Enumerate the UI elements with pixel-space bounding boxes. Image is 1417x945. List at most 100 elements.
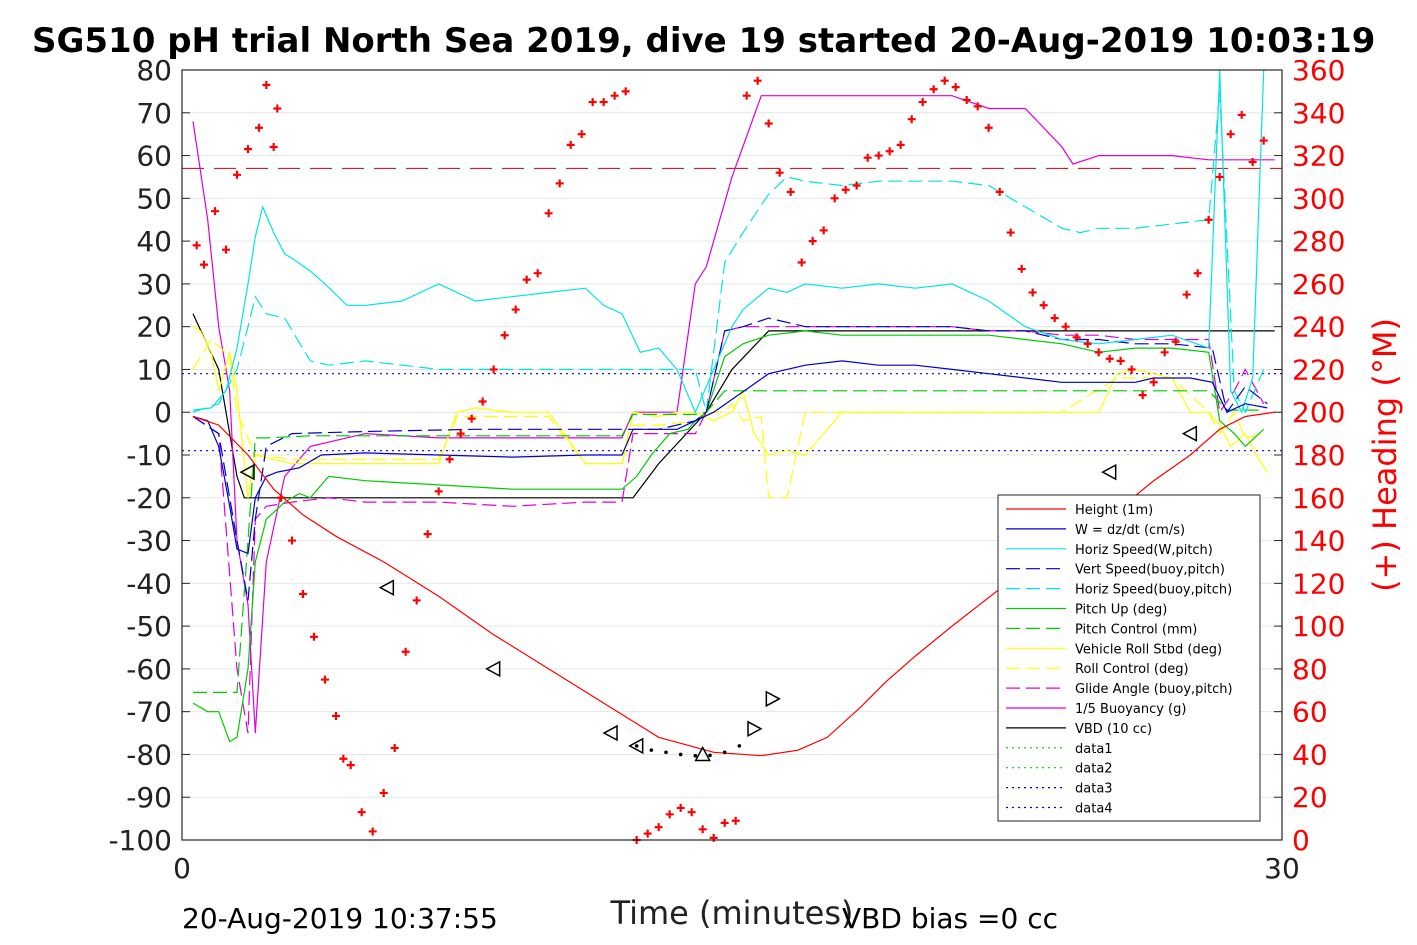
turn-markers bbox=[239, 425, 1198, 762]
legend-label: 1/5 Buoyancy (g) bbox=[1075, 702, 1186, 717]
heading-point bbox=[1160, 348, 1169, 357]
y-tick-label-left: 80 bbox=[136, 54, 172, 87]
legend-label: data4 bbox=[1075, 802, 1113, 817]
heading-point bbox=[1215, 172, 1224, 181]
heading-point bbox=[764, 119, 773, 128]
y-tick-label-left: -30 bbox=[126, 525, 172, 558]
heading-point bbox=[192, 241, 201, 250]
legend-label: Height (1m) bbox=[1075, 503, 1153, 518]
heading-point bbox=[211, 207, 219, 216]
y-tick-label-right: 360 bbox=[1292, 54, 1345, 87]
heading-point bbox=[1193, 269, 1202, 278]
y-tick-label-left: 70 bbox=[136, 97, 172, 130]
apogee-dot bbox=[722, 750, 727, 755]
heading-point bbox=[1050, 314, 1059, 323]
heading-point bbox=[995, 187, 1004, 196]
heading-point bbox=[566, 140, 575, 149]
heading-point bbox=[1248, 157, 1257, 166]
heading-point bbox=[1083, 339, 1092, 348]
y-tick-label-right: 280 bbox=[1292, 225, 1345, 258]
apogee-dot bbox=[678, 752, 683, 757]
y-tick-label-right: 240 bbox=[1292, 311, 1345, 344]
turn-marker bbox=[485, 660, 501, 678]
y-tick-label-left: -90 bbox=[126, 781, 172, 814]
y-tick-label-right: 300 bbox=[1292, 182, 1345, 215]
apogee-dot bbox=[649, 748, 654, 752]
y-tick-label-left: -40 bbox=[126, 567, 172, 600]
heading-point bbox=[288, 536, 296, 545]
heading-point bbox=[1237, 110, 1246, 119]
y-tick-label-right: 260 bbox=[1292, 268, 1345, 301]
y-axis-right-label: (+) Heading (°M) bbox=[1366, 318, 1404, 592]
y-tick-label-left: -10 bbox=[126, 439, 172, 472]
turn-marker bbox=[239, 463, 255, 481]
series-line-horiz-speed-w-pitch bbox=[192, 69, 1265, 414]
turn-marker bbox=[1181, 425, 1198, 442]
heading-point bbox=[423, 530, 432, 539]
heading-point bbox=[1138, 391, 1147, 400]
y-tick-label-left: -20 bbox=[126, 482, 172, 515]
heading-point bbox=[1072, 333, 1081, 342]
chart-title: SG510 pH trial North Sea 2019, dive 19 s… bbox=[32, 21, 1375, 61]
heading-point bbox=[786, 187, 795, 196]
heading-point bbox=[885, 147, 894, 156]
series-line-roll-control-deg bbox=[192, 338, 1264, 499]
legend-label: W = dz/dt (cm/s) bbox=[1075, 523, 1185, 538]
turn-marker bbox=[628, 737, 644, 755]
y-tick-label-right: 160 bbox=[1292, 482, 1345, 515]
legend-label: Roll Control (deg) bbox=[1075, 662, 1189, 677]
heading-point bbox=[1061, 322, 1070, 331]
y-tick-label-right: 80 bbox=[1292, 653, 1328, 686]
y-tick-label-left: -100 bbox=[108, 824, 172, 857]
heading-point bbox=[222, 245, 230, 254]
heading-point bbox=[830, 194, 839, 203]
heading-point bbox=[401, 647, 410, 656]
heading-point bbox=[1127, 365, 1136, 374]
heading-point bbox=[357, 808, 366, 817]
heading-point bbox=[390, 744, 399, 753]
y-tick-label-right: 0 bbox=[1292, 824, 1310, 857]
heading-point bbox=[896, 140, 905, 149]
heading-point bbox=[918, 98, 927, 107]
apogee-dot bbox=[664, 750, 668, 755]
heading-point bbox=[962, 95, 971, 104]
y-tick-label-left: 20 bbox=[136, 311, 172, 344]
heading-point bbox=[577, 130, 586, 139]
heading-point bbox=[299, 590, 307, 599]
heading-point bbox=[929, 85, 938, 94]
y-tick-label-left: -60 bbox=[126, 653, 172, 686]
heading-point bbox=[1105, 354, 1114, 363]
heading-point bbox=[720, 818, 729, 827]
legend-label: Glide Angle (buoy,pitch) bbox=[1075, 682, 1233, 697]
heading-point bbox=[1226, 130, 1235, 139]
heading-point bbox=[940, 76, 949, 85]
heading-point bbox=[984, 123, 993, 132]
footer-vbd-bias: VBD bias =0 cc bbox=[842, 902, 1058, 935]
y-tick-label-left: 60 bbox=[136, 140, 172, 173]
heading-point bbox=[445, 455, 454, 464]
series-line-horiz-speed-buoy-pitch bbox=[192, 91, 1265, 414]
heading-point bbox=[1259, 136, 1268, 145]
y-tick-label-right: 100 bbox=[1292, 610, 1345, 643]
heading-point bbox=[863, 153, 872, 162]
series-layer bbox=[182, 69, 1282, 758]
heading-point bbox=[489, 365, 498, 374]
heading-point bbox=[1017, 264, 1026, 273]
heading-point bbox=[244, 145, 252, 154]
legend-label: Pitch Up (deg) bbox=[1075, 603, 1167, 618]
heading-point bbox=[775, 168, 784, 177]
heading-point bbox=[346, 761, 355, 770]
heading-point bbox=[233, 170, 241, 179]
apogee-dot bbox=[737, 744, 742, 748]
legend-label: Vert Speed(buoy,pitch) bbox=[1075, 563, 1225, 578]
heading-point bbox=[1028, 288, 1037, 297]
y-tick-label-right: 340 bbox=[1292, 97, 1345, 130]
heading-point bbox=[200, 260, 208, 269]
heading-point bbox=[339, 754, 348, 763]
heading-point bbox=[368, 827, 377, 836]
apogee-dot bbox=[708, 753, 712, 758]
y-axis-left: 80 70 60 50 40 30 20 10 0 -10 -20 -30 -40 -50 -60 -70 -8… bbox=[108, 54, 190, 857]
heading-point bbox=[841, 185, 850, 194]
heading-markers bbox=[192, 76, 1268, 844]
